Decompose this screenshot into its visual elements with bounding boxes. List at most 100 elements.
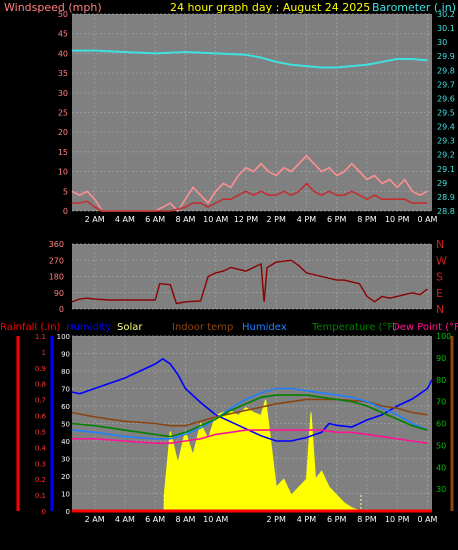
barometer-tick-label: 29.9 — [437, 52, 455, 61]
humidity-tick-label: 70 — [61, 386, 70, 394]
barometer-tick-label: 29.7 — [437, 80, 455, 89]
compass-label: S — [436, 271, 443, 284]
barometer-tick-label: 29.1 — [437, 165, 455, 174]
windspeed-tick-label: 0 — [63, 207, 68, 216]
direction-tick-label: 0 — [59, 305, 64, 314]
rainfall-tick-label: 0.5 — [35, 428, 46, 436]
windspeed-tick-label: 15 — [58, 148, 68, 157]
temperature-tick-label: 60 — [436, 420, 446, 429]
multi-x-tick-label: 2 PM — [267, 515, 286, 524]
windspeed-tick-label: 20 — [58, 128, 68, 137]
temperature-tick-label: 100 — [436, 332, 451, 341]
average-line — [72, 182, 428, 212]
windspeed-axis-label: Windspeed (mph) — [4, 1, 102, 14]
rainfall-tick-label: 1.1 — [35, 333, 46, 341]
rainfall-tick-label: 0.1 — [35, 492, 46, 500]
humidity-tick-label: 10 — [61, 491, 70, 499]
wind-x-tick-label: 2 PM — [267, 215, 286, 224]
humidity-tick-label: 0 — [66, 508, 70, 516]
multi-x-tick-label: 8 AM — [175, 515, 195, 524]
humidity-tick-label: 50 — [61, 421, 70, 429]
barometer-tick-label: 29.2 — [437, 151, 455, 160]
legend-indoor-temp: Indoor temp — [172, 322, 233, 333]
multi-x-tick-label: 8 PM — [357, 515, 376, 524]
humidity-tick-label: 40 — [61, 438, 70, 446]
barometer-tick-label: 29.8 — [437, 66, 455, 75]
wind-x-tick-label: 8 AM — [175, 215, 195, 224]
barometer-tick-label: 28.9 — [437, 193, 455, 202]
temperature-tick-label: 50 — [436, 441, 446, 450]
multi-x-tick-label: 0 AM — [417, 515, 437, 524]
temperature-f-line — [71, 394, 428, 438]
dew-point-f-line — [72, 429, 428, 445]
humidity-tick-label: 90 — [61, 351, 70, 359]
barometer-tick-label: 29 — [437, 179, 447, 188]
rainfall-tick-label: 0.4 — [35, 444, 47, 452]
temperature-tick-label: 40 — [436, 463, 446, 472]
wind-x-tick-label: 12 PM — [234, 215, 259, 224]
barometer-tick-label: 28.8 — [437, 207, 455, 216]
barometer-axis-label: Barometer (.in) — [372, 1, 456, 14]
barometer-tick-label: 30.2 — [437, 10, 455, 19]
direction-tick-label: 180 — [49, 273, 64, 282]
indoor-templine — [71, 398, 428, 427]
barometer-tick-label: 29.4 — [437, 123, 455, 132]
legend-humidex: Humidex — [242, 322, 287, 333]
wind-x-tick-label: 0 AM — [417, 215, 437, 224]
barometer-tick-label: 30.1 — [437, 24, 455, 33]
windspeed-tick-label: 5 — [63, 187, 68, 196]
chart-title: 24 hour graph day : August 24 2025 — [170, 1, 370, 14]
wind-x-tick-label: 4 AM — [115, 215, 135, 224]
humidity-tick-label: 80 — [61, 368, 70, 376]
legend-humidity: Humidity — [66, 322, 111, 333]
barometer-tick-label: 29.5 — [437, 109, 455, 118]
multi-x-tick-label: 10 AM — [203, 515, 228, 524]
temperature-tick-label: 90 — [436, 354, 446, 363]
multi-x-tick-label: 4 AM — [115, 515, 135, 524]
wind-x-tick-label: 2 AM — [85, 215, 105, 224]
barometer-line — [72, 49, 428, 69]
direction-tick-label: 90 — [54, 289, 64, 298]
compass-label: N — [436, 238, 444, 251]
multi-x-tick-label: 4 PM — [297, 515, 316, 524]
humidexline — [71, 387, 428, 440]
direction-tick-label: 270 — [49, 256, 64, 265]
solar-area — [163, 399, 362, 512]
multi-x-tick-label: 6 PM — [327, 515, 346, 524]
wind-x-tick-label: 6 PM — [327, 215, 346, 224]
multi-x-tick-label: 10 PM — [385, 515, 410, 524]
multi-x-tick-label: 6 AM — [145, 515, 165, 524]
legend-rainfall-in: Rainfall (.in) — [0, 322, 61, 333]
windspeed-tick-label: 30 — [58, 89, 68, 98]
humidityline — [71, 357, 433, 442]
direction-tick-label: 360 — [49, 240, 64, 249]
rainfall-tick-label: 0.8 — [35, 381, 46, 389]
windspeed-tick-label: 45 — [58, 30, 68, 39]
wind-x-tick-label: 8 PM — [357, 215, 376, 224]
rainfall-tick-label: 0.7 — [35, 397, 46, 405]
wind-direction-line — [71, 259, 428, 305]
windspeed-tick-label: 25 — [58, 109, 68, 118]
barometer-tick-label: 30 — [437, 38, 447, 47]
temperature-tick-label: 80 — [436, 376, 446, 385]
humidity-tick-label: 60 — [61, 403, 70, 411]
humidity-tick-label: 20 — [61, 473, 70, 481]
rainfall-tick-label: 0.2 — [35, 476, 46, 484]
rainfall-tick-label: 0 — [42, 508, 46, 516]
rainfall-tick-label: 0.6 — [35, 413, 47, 421]
rainfall-tick-label: 1 — [42, 349, 46, 357]
legend-solar: Solar — [117, 322, 143, 333]
humidity-tick-label: 100 — [57, 333, 70, 341]
temperature-tick-label: 30 — [436, 485, 446, 494]
humidity-tick-label: 30 — [61, 456, 70, 464]
wind-x-tick-label: 6 AM — [145, 215, 165, 224]
barometer-tick-label: 29.6 — [437, 94, 455, 103]
temperature-tick-label: 70 — [436, 398, 446, 407]
windspeed-tick-label: 50 — [58, 10, 68, 19]
wind-x-tick-label: 4 PM — [297, 215, 316, 224]
wind-x-tick-label: 10 AM — [203, 215, 228, 224]
compass-label: W — [436, 254, 447, 267]
rainfall-tick-label: 0.3 — [35, 460, 46, 468]
